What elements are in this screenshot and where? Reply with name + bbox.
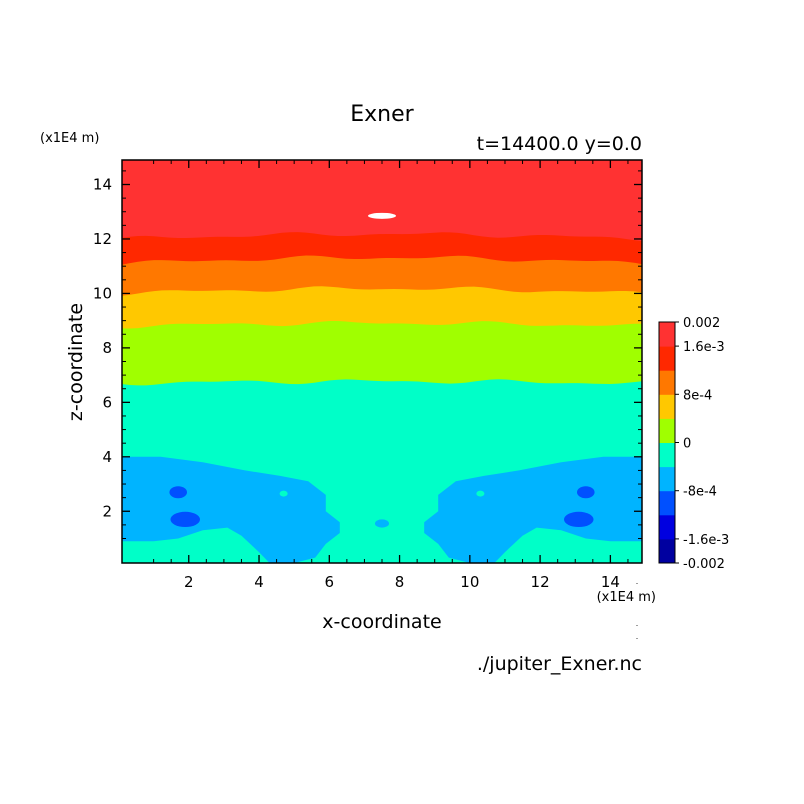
y-unit-label: (x1E4 m) <box>40 131 99 146</box>
chart-title: Exner <box>350 102 414 127</box>
anomaly-hole <box>476 490 485 497</box>
anomaly-core <box>564 511 594 528</box>
dot-mark: ˙ <box>635 625 640 635</box>
y-tick-label: 8 <box>102 339 112 357</box>
y-tick-label: 2 <box>102 502 112 520</box>
x-unit-label: (x1E4 m) <box>597 590 656 605</box>
x-axis-label: x-coordinate <box>322 611 441 633</box>
colorbar-swatch <box>659 490 675 516</box>
anomaly-core <box>169 486 187 499</box>
colorbar-swatch <box>659 346 675 371</box>
y-tick-label: 12 <box>93 230 112 248</box>
anomaly-core <box>170 511 200 528</box>
colorbar: 0.002 1.6e-3 8e-4 0 -8e-4 -1.6e-3 -0.002 <box>658 316 729 572</box>
y-tick-label: 10 <box>93 284 112 302</box>
x-tick-label: 6 <box>325 573 335 591</box>
anomaly-core <box>577 486 595 499</box>
x-tick-label: 8 <box>395 573 405 591</box>
x-tick-label: 4 <box>254 573 264 591</box>
negative-anomaly-region <box>424 456 642 563</box>
axes: 2 4 6 8 10 12 14 2 4 6 8 10 12 14 <box>93 160 642 591</box>
colorbar-tick-label: -1.6e-3 <box>683 533 729 548</box>
colorbar-swatch <box>659 394 675 419</box>
anomaly-hole <box>279 490 288 497</box>
colorbar-swatch <box>659 322 675 347</box>
y-tick-label: 6 <box>102 393 112 411</box>
anomaly-core <box>374 519 390 528</box>
colorbar-swatch <box>659 514 675 540</box>
y-axis-label: z-coordinate <box>65 303 87 421</box>
colorbar-tick-label: 0 <box>683 437 691 452</box>
colorbar-swatch <box>659 418 675 443</box>
dot-mark: ˙ <box>635 583 640 593</box>
colorbar-tick-label: -0.002 <box>683 557 725 572</box>
contour-band <box>122 160 642 242</box>
x-tick-label: 14 <box>601 573 620 591</box>
contour-plot-area <box>122 160 642 563</box>
colorbar-swatch <box>659 442 675 468</box>
colorbar-tick-label: 8e-4 <box>683 388 712 403</box>
colorbar-tick-label: -8e-4 <box>683 485 717 500</box>
colorbar-swatch <box>659 538 675 564</box>
colorbar-swatch <box>659 370 675 395</box>
x-tick-label: 10 <box>460 573 479 591</box>
colorbar-tick-label: 1.6e-3 <box>683 340 725 355</box>
y-tick-label: 4 <box>102 448 112 466</box>
negative-anomaly-region <box>122 456 340 563</box>
x-tick-label: 2 <box>184 573 194 591</box>
blank-patch <box>368 212 396 219</box>
y-tick-label: 14 <box>93 176 112 194</box>
source-file-label: ./jupiter_Exner.nc <box>477 653 642 675</box>
colorbar-swatch <box>659 466 675 492</box>
x-tick-label: 12 <box>531 573 550 591</box>
colorbar-tick-label: 0.002 <box>683 316 720 331</box>
dot-mark: ˙ <box>635 638 640 648</box>
chart-subtitle: t=14400.0 y=0.0 <box>477 133 642 155</box>
